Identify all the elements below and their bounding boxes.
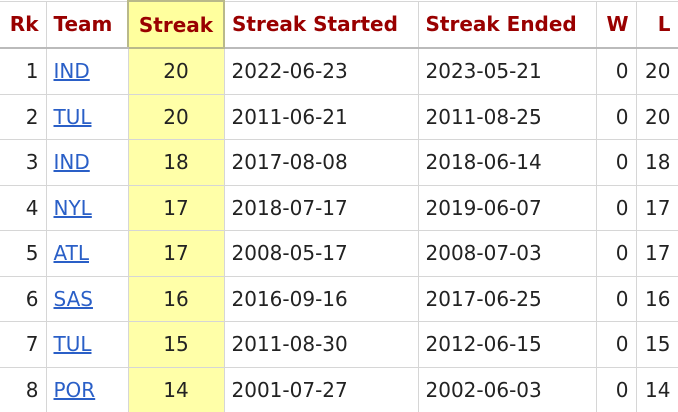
column-header: Team — [45, 0, 129, 49]
wins-cell: 0 — [595, 366, 637, 412]
wins-cell: 0 — [595, 139, 637, 186]
table-row: 4 NYL 17 2018-07-17 2019-06-07 0 17 — [0, 184, 678, 231]
table-row: 7 TUL 15 2011-08-30 2012-06-15 0 15 — [0, 321, 678, 368]
team-link[interactable]: TUL — [53, 332, 92, 357]
streak-ended-cell: 2011-08-25 — [417, 93, 597, 140]
losses-cell: 20 — [635, 47, 678, 95]
streak-started-cell: 2008-05-17 — [223, 230, 419, 277]
header-row: Rk Team Streak Streak Started Streak Ended W L — [0, 0, 678, 49]
wins-cell: 0 — [595, 184, 637, 231]
column-header: W — [595, 0, 637, 49]
losses-cell: 16 — [635, 275, 678, 322]
team-link[interactable]: ATL — [53, 241, 90, 266]
team-link[interactable]: POR — [53, 377, 96, 402]
streak-cell: 20 — [127, 93, 225, 140]
team-link[interactable]: NYL — [53, 195, 92, 220]
streak-ended-cell: 2002-06-03 — [417, 366, 597, 412]
team-cell: POR — [45, 366, 129, 412]
losses-cell: 14 — [635, 366, 678, 412]
streak-cell: 18 — [127, 139, 225, 186]
losses-cell: 17 — [635, 230, 678, 277]
streak-started-cell: 2016-09-16 — [223, 275, 419, 322]
team-link[interactable]: SAS — [53, 286, 93, 311]
team-link[interactable]: IND — [53, 59, 90, 84]
streak-cell: 15 — [127, 321, 225, 368]
streak-started-cell: 2011-06-21 — [223, 93, 419, 140]
team-cell: SAS — [45, 275, 129, 322]
streak-ended-cell: 2019-06-07 — [417, 184, 597, 231]
wins-cell: 0 — [595, 230, 637, 277]
streak-started-cell: 2017-08-08 — [223, 139, 419, 186]
wins-cell: 0 — [595, 47, 637, 95]
table-row: 5 ATL 17 2008-05-17 2008-07-03 0 17 — [0, 230, 678, 277]
rank-cell: 6 — [0, 275, 47, 322]
streak-started-cell: 2018-07-17 — [223, 184, 419, 231]
streak-ended-cell: 2008-07-03 — [417, 230, 597, 277]
streak-cell: 14 — [127, 366, 225, 412]
team-cell: IND — [45, 139, 129, 186]
streak-cell: 17 — [127, 230, 225, 277]
streak-cell: 20 — [127, 47, 225, 95]
streak-started-cell: 2022-06-23 — [223, 47, 419, 95]
losses-cell: 20 — [635, 93, 678, 140]
team-cell: ATL — [45, 230, 129, 277]
team-link[interactable]: IND — [53, 150, 90, 175]
table-row: 6 SAS 16 2016-09-16 2017-06-25 0 16 — [0, 275, 678, 322]
column-header: Streak Ended — [417, 0, 597, 49]
losses-cell: 17 — [635, 184, 678, 231]
team-cell: NYL — [45, 184, 129, 231]
column-header: Rk — [0, 0, 47, 49]
streak-ended-cell: 2017-06-25 — [417, 275, 597, 322]
table-body: 1 IND 20 2022-06-23 2023-05-21 0 20 2 TUL 20 2011-… — [0, 47, 678, 412]
team-cell: TUL — [45, 321, 129, 368]
table-row: 8 POR 14 2001-07-27 2002-06-03 0 14 — [0, 366, 678, 412]
table-row: 2 TUL 20 2011-06-21 2011-08-25 0 20 — [0, 93, 678, 140]
streak-started-cell: 2001-07-27 — [223, 366, 419, 412]
losses-cell: 15 — [635, 321, 678, 368]
table-row: 3 IND 18 2017-08-08 2018-06-14 0 18 — [0, 139, 678, 186]
losses-cell: 18 — [635, 139, 678, 186]
streak-cell: 16 — [127, 275, 225, 322]
rank-cell: 2 — [0, 93, 47, 140]
streak-ended-cell: 2023-05-21 — [417, 47, 597, 95]
team-cell: IND — [45, 47, 129, 95]
table-header: Rk Team Streak Streak Started Streak Ended W L — [0, 0, 678, 49]
streak-ended-cell: 2012-06-15 — [417, 321, 597, 368]
column-header: L — [635, 0, 678, 49]
rank-cell: 8 — [0, 366, 47, 412]
column-header: Streak — [127, 0, 225, 49]
column-header: Streak Started — [223, 0, 419, 49]
rank-cell: 7 — [0, 321, 47, 368]
rank-cell: 5 — [0, 230, 47, 277]
rank-cell: 3 — [0, 139, 47, 186]
team-link[interactable]: TUL — [53, 104, 92, 129]
wins-cell: 0 — [595, 275, 637, 322]
streak-cell: 17 — [127, 184, 225, 231]
table-row: 1 IND 20 2022-06-23 2023-05-21 0 20 — [0, 47, 678, 95]
wins-cell: 0 — [595, 321, 637, 368]
rank-cell: 4 — [0, 184, 47, 231]
wins-cell: 0 — [595, 93, 637, 140]
team-cell: TUL — [45, 93, 129, 140]
streak-started-cell: 2011-08-30 — [223, 321, 419, 368]
streak-ended-cell: 2018-06-14 — [417, 139, 597, 186]
rank-cell: 1 — [0, 47, 47, 95]
